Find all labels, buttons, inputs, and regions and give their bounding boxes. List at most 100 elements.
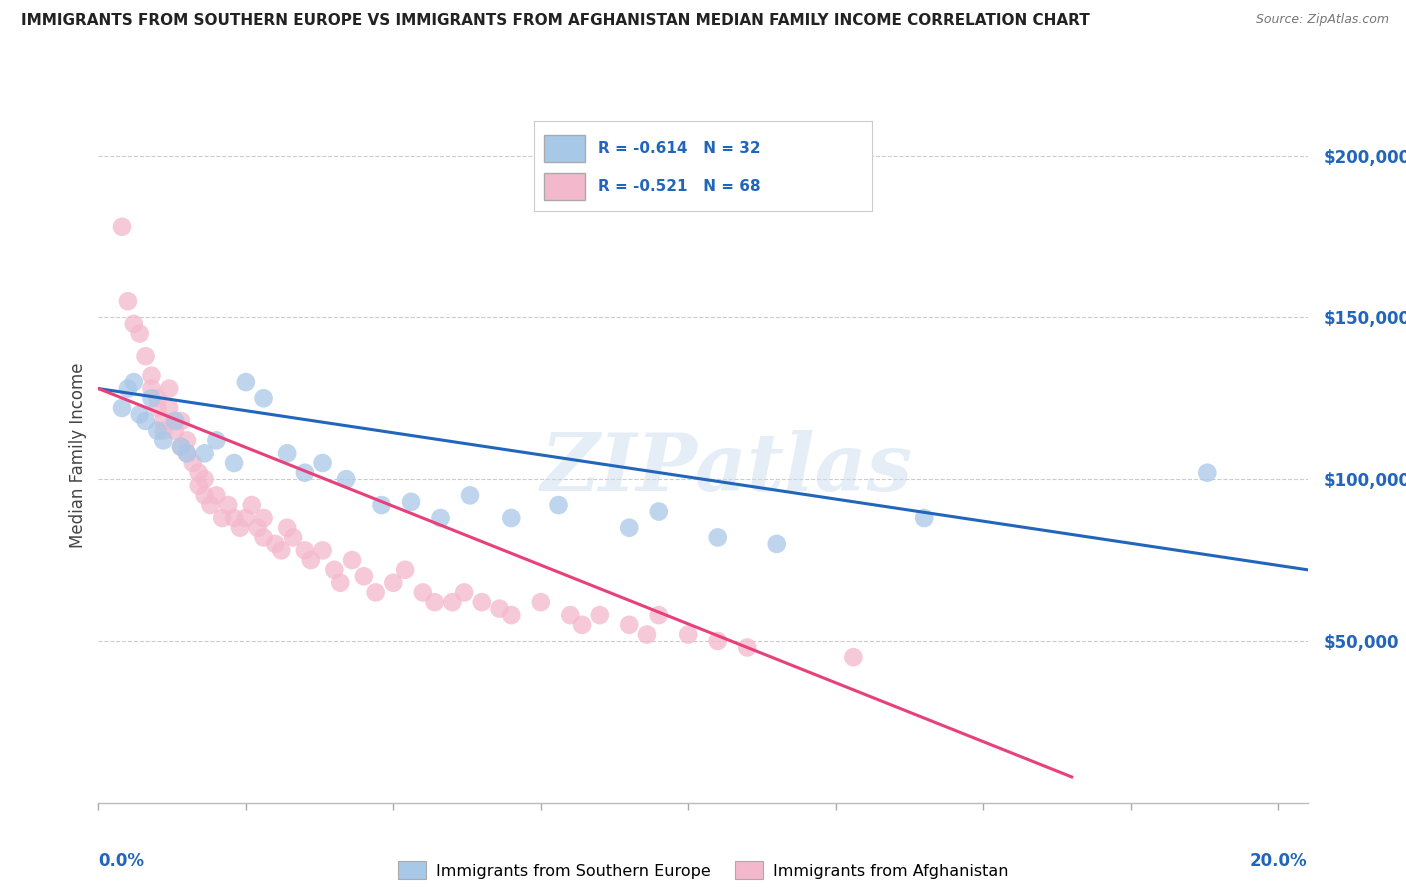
Point	[170, 414, 193, 428]
Point	[335, 472, 357, 486]
Point	[128, 326, 150, 341]
Point	[122, 317, 145, 331]
Point	[252, 531, 274, 545]
Point	[222, 456, 245, 470]
Point	[176, 434, 198, 448]
Point	[217, 498, 239, 512]
Point	[141, 392, 163, 406]
Point	[194, 446, 217, 460]
Point	[571, 617, 593, 632]
Point	[146, 424, 169, 438]
Point	[501, 608, 523, 623]
Point	[165, 414, 187, 428]
Point	[135, 414, 157, 428]
Point	[229, 521, 252, 535]
Point	[117, 294, 139, 309]
Point	[619, 617, 641, 632]
Point	[165, 414, 187, 428]
Point	[135, 349, 157, 363]
Point	[281, 531, 304, 545]
Point	[211, 511, 233, 525]
Point	[370, 498, 392, 512]
Point	[240, 498, 263, 512]
Legend: Immigrants from Southern Europe, Immigrants from Afghanistan: Immigrants from Southern Europe, Immigra…	[391, 855, 1015, 885]
Point	[194, 488, 217, 502]
Point	[170, 440, 193, 454]
Point	[122, 375, 145, 389]
Point	[111, 219, 134, 234]
Point	[589, 608, 612, 623]
Point	[547, 498, 569, 512]
Text: 0.0%: 0.0%	[98, 852, 145, 870]
Point	[165, 424, 187, 438]
Point	[501, 511, 523, 525]
Point	[128, 408, 150, 422]
Point	[441, 595, 464, 609]
Y-axis label: Median Family Income: Median Family Income	[69, 362, 87, 548]
Point	[146, 401, 169, 415]
Point	[105, 26, 128, 40]
Point	[842, 650, 865, 665]
Text: ZIPatlas: ZIPatlas	[541, 430, 914, 508]
Point	[311, 543, 333, 558]
Point	[205, 434, 228, 448]
Point	[619, 521, 641, 535]
Point	[252, 511, 274, 525]
Point	[294, 466, 316, 480]
Point	[246, 521, 269, 535]
Point	[187, 478, 209, 492]
Point	[453, 585, 475, 599]
Point	[176, 446, 198, 460]
Point	[458, 488, 481, 502]
Point	[264, 537, 287, 551]
Point	[488, 601, 510, 615]
Point	[364, 585, 387, 599]
Point	[648, 608, 671, 623]
Point	[194, 472, 217, 486]
Point	[678, 627, 700, 641]
Point	[276, 446, 298, 460]
Point	[157, 382, 180, 396]
Point	[170, 440, 193, 454]
Point	[235, 375, 257, 389]
Point	[706, 634, 728, 648]
Point	[311, 456, 333, 470]
Point	[252, 392, 274, 406]
Point	[146, 392, 169, 406]
Point	[152, 414, 174, 428]
Point	[912, 511, 935, 525]
Point	[235, 511, 257, 525]
Point	[299, 553, 322, 567]
Point	[117, 382, 139, 396]
Point	[423, 595, 446, 609]
Point	[270, 543, 292, 558]
Point	[329, 575, 352, 590]
Point	[560, 608, 582, 623]
Point	[429, 511, 451, 525]
Point	[222, 511, 245, 525]
Point	[205, 488, 228, 502]
Point	[530, 595, 553, 609]
Point	[353, 569, 375, 583]
Point	[152, 424, 174, 438]
Text: 20.0%: 20.0%	[1250, 852, 1308, 870]
Point	[181, 456, 204, 470]
Point	[636, 627, 658, 641]
Point	[141, 382, 163, 396]
Point	[176, 446, 198, 460]
Point	[382, 575, 405, 590]
Point	[735, 640, 758, 655]
Point	[394, 563, 416, 577]
Point	[399, 495, 422, 509]
Point	[471, 595, 494, 609]
Point	[141, 368, 163, 383]
Point	[412, 585, 434, 599]
Point	[157, 401, 180, 415]
Point	[276, 521, 298, 535]
Point	[340, 553, 363, 567]
Point	[200, 498, 222, 512]
Point	[323, 563, 346, 577]
Point	[706, 531, 728, 545]
Point	[111, 401, 134, 415]
Point	[1197, 466, 1219, 480]
